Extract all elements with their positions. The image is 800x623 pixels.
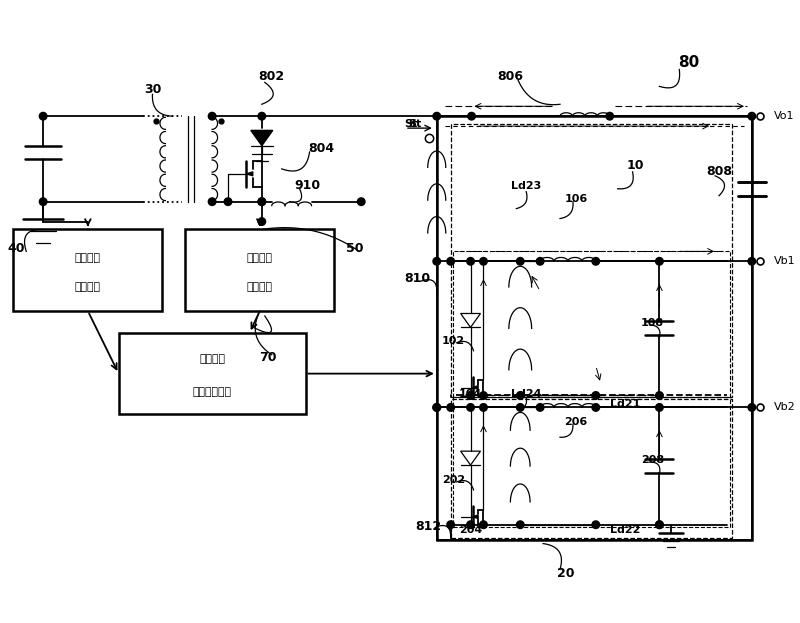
Circle shape xyxy=(480,404,487,411)
Circle shape xyxy=(517,257,524,265)
Circle shape xyxy=(592,404,599,411)
Text: Vo1: Vo1 xyxy=(774,111,794,121)
Text: 806: 806 xyxy=(498,70,523,83)
Polygon shape xyxy=(473,386,478,389)
Circle shape xyxy=(258,112,266,120)
Circle shape xyxy=(224,198,232,206)
Circle shape xyxy=(517,521,524,528)
Circle shape xyxy=(480,392,487,399)
Circle shape xyxy=(358,198,365,206)
Circle shape xyxy=(39,198,47,206)
Text: 第一电压: 第一电压 xyxy=(75,253,101,263)
Circle shape xyxy=(517,404,524,411)
Text: 208: 208 xyxy=(641,455,664,465)
Circle shape xyxy=(433,404,441,411)
Text: 10: 10 xyxy=(626,159,644,173)
Text: 910: 910 xyxy=(294,179,321,193)
Text: 信号产生单元: 信号产生单元 xyxy=(193,386,232,397)
Circle shape xyxy=(258,198,266,206)
Bar xyxy=(450,124,732,397)
Text: 70: 70 xyxy=(259,351,277,364)
Circle shape xyxy=(39,112,47,120)
Polygon shape xyxy=(473,515,478,518)
Circle shape xyxy=(466,392,474,399)
Circle shape xyxy=(606,112,614,120)
Circle shape xyxy=(208,198,216,206)
Text: Ld21: Ld21 xyxy=(610,399,641,409)
Circle shape xyxy=(656,521,663,528)
Text: Ld24: Ld24 xyxy=(511,389,542,399)
Text: 802: 802 xyxy=(258,70,285,83)
Text: 30: 30 xyxy=(144,83,161,96)
Circle shape xyxy=(447,404,454,411)
Text: 202: 202 xyxy=(442,475,466,485)
Text: 20: 20 xyxy=(558,567,574,580)
Circle shape xyxy=(466,404,474,411)
Circle shape xyxy=(536,404,544,411)
Circle shape xyxy=(592,392,599,399)
Circle shape xyxy=(468,112,475,120)
Circle shape xyxy=(466,392,474,399)
Circle shape xyxy=(656,257,663,265)
Circle shape xyxy=(466,257,474,265)
Text: 50: 50 xyxy=(346,242,363,255)
Text: Vb2: Vb2 xyxy=(774,402,795,412)
Text: 808: 808 xyxy=(706,165,732,178)
Circle shape xyxy=(748,257,756,265)
Circle shape xyxy=(656,392,663,399)
Text: Vb1: Vb1 xyxy=(774,256,795,266)
Text: St: St xyxy=(408,119,422,129)
Polygon shape xyxy=(246,172,253,176)
Text: 206: 206 xyxy=(564,417,587,427)
Text: 810: 810 xyxy=(404,272,430,285)
Text: 106: 106 xyxy=(564,194,587,204)
Circle shape xyxy=(433,112,441,120)
Circle shape xyxy=(592,521,599,528)
Text: Ld22: Ld22 xyxy=(610,525,641,535)
Circle shape xyxy=(208,112,216,120)
Polygon shape xyxy=(251,130,273,146)
Circle shape xyxy=(748,404,756,411)
Bar xyxy=(118,333,306,414)
Text: 812: 812 xyxy=(416,520,442,533)
Text: 40: 40 xyxy=(7,242,25,255)
Circle shape xyxy=(447,521,454,528)
Text: 第二电压: 第二电压 xyxy=(247,253,273,263)
Bar xyxy=(186,229,334,311)
Text: 204: 204 xyxy=(459,525,482,535)
Text: Ld23: Ld23 xyxy=(511,181,542,191)
Circle shape xyxy=(536,257,544,265)
Text: 102: 102 xyxy=(442,336,466,346)
Circle shape xyxy=(480,521,487,528)
Text: 104: 104 xyxy=(459,389,482,399)
Text: 80: 80 xyxy=(678,55,700,70)
Text: 804: 804 xyxy=(308,143,334,156)
Text: 检测单元: 检测单元 xyxy=(247,282,273,292)
Circle shape xyxy=(592,257,599,265)
Bar xyxy=(437,116,752,540)
Circle shape xyxy=(258,218,266,226)
Circle shape xyxy=(433,257,441,265)
Circle shape xyxy=(656,521,663,528)
Circle shape xyxy=(447,257,454,265)
Bar xyxy=(453,251,730,397)
Text: 108: 108 xyxy=(641,318,664,328)
Circle shape xyxy=(656,404,663,411)
Circle shape xyxy=(517,392,524,399)
Bar xyxy=(453,397,730,526)
Circle shape xyxy=(466,521,474,528)
Text: 异常电压: 异常电压 xyxy=(199,354,225,364)
Circle shape xyxy=(433,404,441,411)
Circle shape xyxy=(480,257,487,265)
Bar xyxy=(450,399,732,538)
Text: 检测单元: 检测单元 xyxy=(75,282,101,292)
Circle shape xyxy=(748,112,756,120)
Circle shape xyxy=(258,198,266,206)
Bar xyxy=(14,229,162,311)
Text: St: St xyxy=(404,119,418,129)
